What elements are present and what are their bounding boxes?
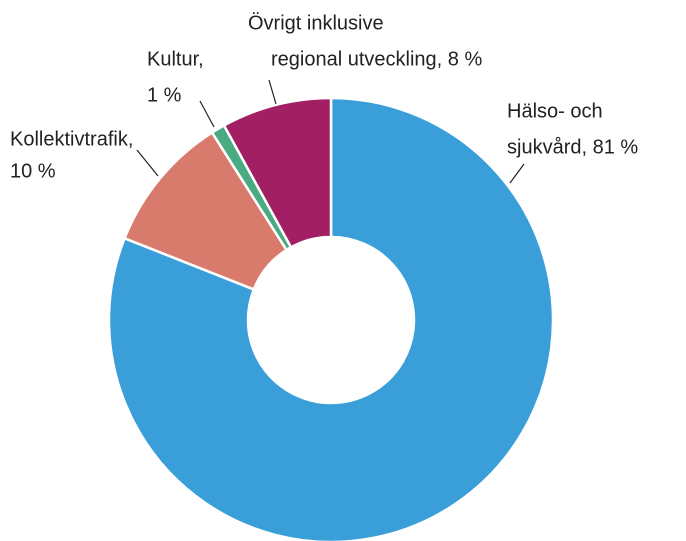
- slice: [122, 130, 289, 292]
- slice: [222, 96, 333, 249]
- slice-label: 10 %: [10, 160, 56, 182]
- slice-label: Hälso- och: [507, 100, 603, 122]
- leader-line: [509, 163, 525, 184]
- slice-label: 1 %: [147, 84, 182, 106]
- slice-label: Kultur,: [147, 48, 204, 70]
- leader-line: [268, 79, 277, 105]
- leader-line: [199, 100, 215, 128]
- leader-line: [136, 149, 159, 177]
- slice-label: regional utveckling, 8 %: [271, 48, 482, 70]
- slice-label: sjukvård, 81 %: [507, 136, 638, 158]
- slice-label: Övrigt inklusive: [248, 12, 384, 34]
- slice: [107, 96, 555, 541]
- slice-label: Kollektivtrafik,: [10, 128, 133, 150]
